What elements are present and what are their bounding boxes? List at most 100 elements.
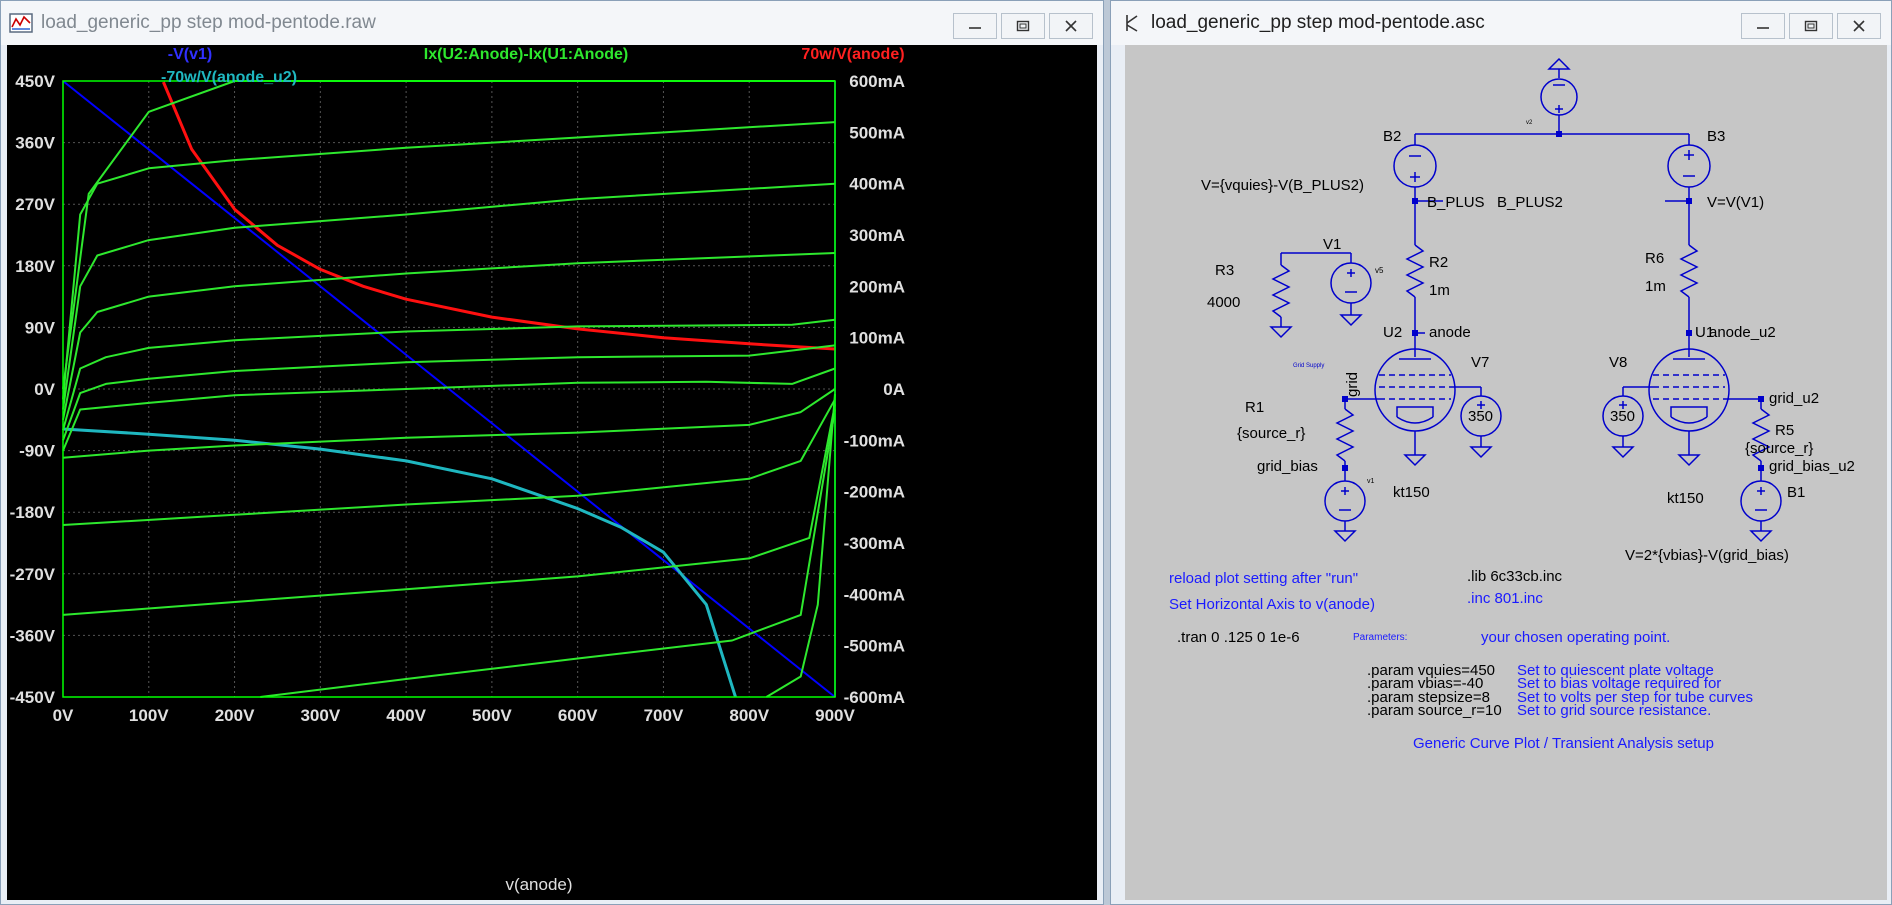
ground-symbol [1269,326,1293,339]
param-line-2[interactable]: .param vbias=-40 [1367,675,1483,692]
comment-footer[interactable]: Generic Curve Plot / Transient Analysis … [1413,735,1714,752]
waveform-plot[interactable]: 0V 100V 200V 300V 400V 500V 600V 700V 800V 900V 45… [7,45,1097,900]
v8-value-label[interactable]: 350 [1610,408,1635,425]
u1-label[interactable]: U1 [1695,324,1714,341]
b3-source-symbol[interactable] [1667,134,1711,201]
r6-value-label[interactable]: 1m [1645,278,1666,295]
u1-tube-symbol[interactable] [1648,333,1730,455]
v1-label[interactable]: V1 [1323,236,1341,253]
b2-value-label[interactable]: V={vquies}-V(B_PLUS2) [1201,177,1364,194]
v7-value-label[interactable]: 350 [1468,408,1493,425]
b3-label[interactable]: B3 [1707,128,1725,145]
ground-symbol [1677,454,1701,467]
anode-net-label[interactable]: anode [1429,324,1471,341]
b1-source-symbol[interactable] [1740,480,1782,522]
r1-label[interactable]: R1 [1245,399,1264,416]
comment-operating-point[interactable]: your chosen operating point. [1481,629,1670,646]
v1-bias-label[interactable]: v1 [1367,478,1375,485]
r5-value-label[interactable]: {source_r} [1745,440,1813,457]
r2-resistor[interactable] [1405,244,1425,298]
r2-value-label[interactable]: 1m [1429,282,1450,299]
v1-source-symbol[interactable] [1330,262,1372,304]
y-right-tick-label: 600mA [849,72,905,91]
ground-symbol [1611,446,1635,459]
r3-resistor[interactable] [1271,264,1291,318]
minimize-icon [969,27,981,29]
b2-label[interactable]: B2 [1383,128,1401,145]
grid-u2-net-label[interactable]: grid_u2 [1769,390,1819,407]
r1-resistor[interactable] [1335,408,1355,462]
plot-window[interactable]: load_generic_pp step mod-pentode.raw 0V 1… [0,0,1104,905]
comment-horizontal-axis[interactable]: Set Horizontal Axis to v(anode) [1169,596,1375,613]
plot-window-titlebar[interactable]: load_generic_pp step mod-pentode.raw [1,1,1103,45]
param-line-1[interactable]: .param vquies=450 [1367,662,1495,679]
trace-green [260,409,836,698]
r6-label[interactable]: R6 [1645,250,1664,267]
schematic-window-titlebar[interactable]: load_generic_pp step mod-pentode.asc [1111,1,1891,45]
param-line-3[interactable]: .param stepsize=8 [1367,689,1490,706]
r3-value-label[interactable]: 4000 [1207,294,1240,311]
x-tick-label: 600V [558,706,598,725]
v7-label[interactable]: V7 [1471,354,1489,371]
param-line-4[interactable]: .param source_r=10 [1367,702,1502,719]
u2-tube-symbol[interactable] [1374,333,1456,455]
r5-label[interactable]: R5 [1775,422,1794,439]
comment-reload[interactable]: reload plot setting after "run" [1169,570,1358,587]
minimize-button[interactable] [953,13,997,39]
v2-label[interactable]: v2 [1526,120,1533,126]
v2-source-symbol[interactable] [1540,57,1578,134]
schematic-window[interactable]: load_generic_pp step mod-pentode.asc [1110,0,1892,905]
schematic-canvas[interactable]: B2 B3 v2 V={vquies}-V(B_PLUS2) B_PLUS B_… [1125,45,1887,900]
r2-label[interactable]: R2 [1429,254,1448,271]
trace-label-green[interactable]: Ix(U2:Anode)-Ix(U1:Anode) [424,46,628,63]
grid-bias-net-label[interactable]: grid_bias [1257,458,1318,475]
x-tick-label: 0V [53,706,74,725]
b1-value-label[interactable]: V=2*{vbias}-V(grid_bias) [1625,547,1789,564]
y-right-tick-label: 100mA [849,329,905,348]
grid-supply-label[interactable]: Grid Supply [1293,363,1324,369]
kt150-left-label[interactable]: kt150 [1393,484,1430,501]
b1-label[interactable]: B1 [1787,484,1805,501]
b2-source-symbol[interactable] [1393,134,1437,201]
y-right-tick-label: 200mA [849,277,905,296]
trace-label-blue[interactable]: -V(v1) [168,46,212,63]
r6-resistor[interactable] [1679,244,1699,298]
schematic-drawing[interactable]: B2 B3 v2 V={vquies}-V(B_PLUS2) B_PLUS B_… [1125,45,1887,900]
b3-value-label[interactable]: V=V(V1) [1707,194,1764,211]
directive-tran[interactable]: .tran 0 .125 0 1e-6 [1177,629,1300,646]
minimize-button[interactable] [1741,13,1785,39]
plot-pane[interactable]: 0V 100V 200V 300V 400V 500V 600V 700V 800V 900V 45… [7,45,1097,900]
b-plus2-label[interactable]: B_PLUS2 [1497,194,1563,211]
restore-button[interactable] [1001,13,1045,39]
plot-frame [62,80,836,698]
trace-label-cyan[interactable]: -70w/V(anode_u2) [161,69,297,86]
u2-label[interactable]: U2 [1383,324,1402,341]
y-right-tick-label: 500mA [849,123,905,142]
trace-label-red[interactable]: 70w/V(anode) [801,46,904,63]
close-button[interactable] [1837,13,1881,39]
param-desc-1[interactable]: Set to quiescent plate voltage [1517,662,1714,679]
parameters-label[interactable]: Parameters: [1353,632,1407,643]
directive-lib[interactable]: .lib 6c33cb.inc [1467,568,1563,585]
grid-bias-u2-net-label[interactable]: grid_bias_u2 [1769,458,1855,475]
close-button[interactable] [1049,13,1093,39]
b-plus-label[interactable]: B_PLUS [1427,194,1485,211]
grid-net-label[interactable]: grid [1344,372,1361,397]
v8-label[interactable]: V8 [1609,354,1627,371]
v5-label[interactable]: v5 [1375,266,1384,275]
param-desc-3[interactable]: Set to volts per step for tube curves [1517,689,1753,706]
ground-symbol [1469,446,1493,459]
r1-value-label[interactable]: {source_r} [1237,425,1305,442]
r3-label[interactable]: R3 [1215,262,1234,279]
anode-u2-net-label[interactable]: anode_u2 [1709,324,1776,341]
directive-inc[interactable]: .inc 801.inc [1467,590,1543,607]
param-desc-2[interactable]: Set to bias voltage required for [1517,675,1721,692]
v1-bias-source-symbol[interactable] [1324,480,1366,522]
trace-green [62,121,836,400]
r5-resistor[interactable] [1751,408,1771,462]
restore-button[interactable] [1789,13,1833,39]
kt150-right-label[interactable]: kt150 [1667,490,1704,507]
y-right-tick-label: 400mA [849,175,905,194]
y-right-tick-label: 0A [883,380,905,399]
param-desc-4[interactable]: Set to grid source resistance. [1517,702,1711,719]
